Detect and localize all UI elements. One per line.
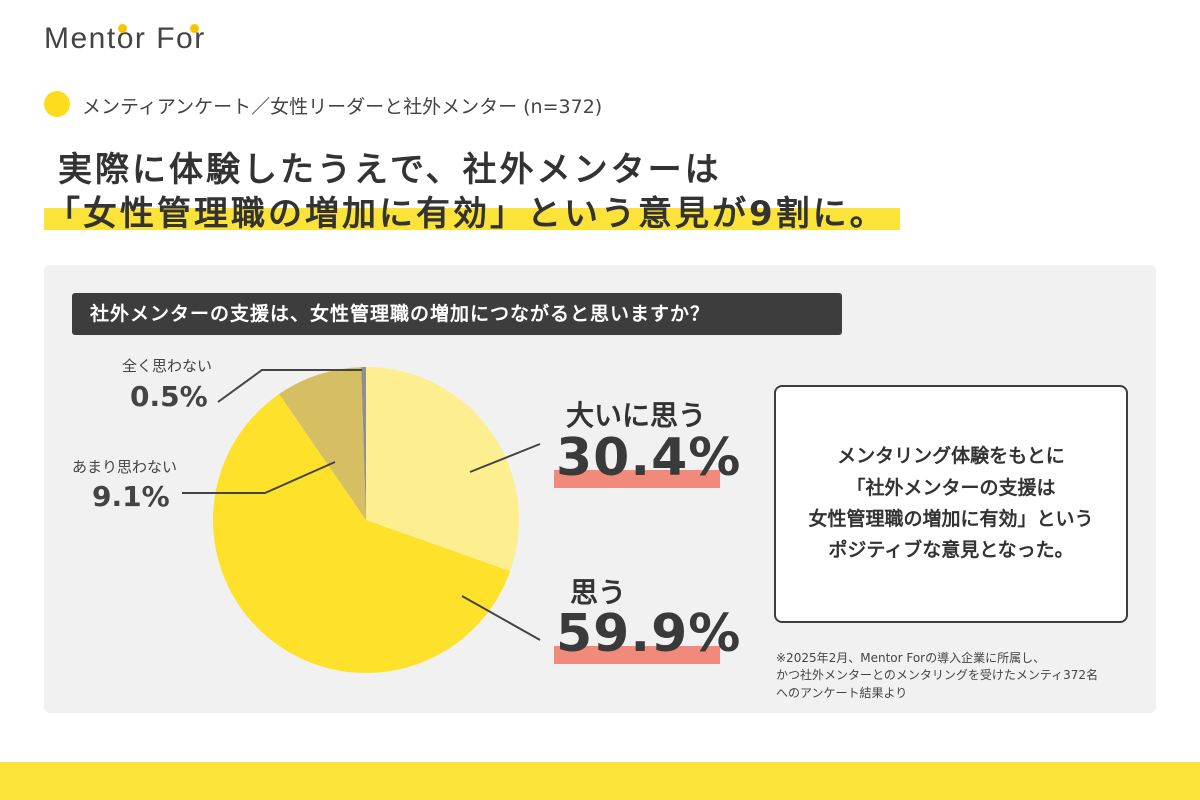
summary-line: メンタリング体験をもとに — [837, 445, 1065, 468]
summary-line: 「社外メンターの支援は — [846, 476, 1056, 499]
footnote-line: へのアンケート結果より — [776, 685, 908, 700]
leader-line-disagree — [182, 461, 336, 494]
leader-line-strongly-agree — [469, 443, 541, 473]
pie-slice-strongly-disagree — [361, 367, 366, 520]
leader-line-strongly-disagree — [217, 369, 362, 403]
slice-value-strongly-disagree: 0.5% — [130, 380, 208, 413]
question-banner: 社外メンターの支援は、女性管理職の増加につながると思いますか？ — [72, 293, 842, 335]
logo-accent-dot — [118, 24, 127, 33]
logo-accent-dot — [190, 24, 199, 33]
value-highlight — [554, 470, 720, 488]
pie-slice-strongly-agree — [366, 367, 519, 572]
footnote-line: かつ社外メンターとのメンタリングを受けたメンティ372名 — [776, 668, 1099, 683]
summary-line: 女性管理職の増加に有効」という — [808, 508, 1094, 530]
slice-value-agree: 59.9% — [556, 604, 742, 664]
summary-text: メンタリング体験をもとに 「社外メンターの支援は 女性管理職の増加に有効」という… — [808, 441, 1093, 566]
pie-slice-disagree — [279, 367, 366, 520]
bottom-accent-bar — [0, 762, 1200, 800]
value-highlight — [554, 646, 720, 664]
slice-value-disagree: 9.1% — [92, 480, 170, 513]
slice-label-disagree: あまり思わない — [72, 458, 178, 476]
slice-label-strongly-agree: 大いに思う — [566, 399, 707, 432]
slice-label-agree: 思う — [570, 576, 627, 609]
slice-value-strongly-agree: 30.4% — [556, 428, 742, 488]
survey-bullet-icon — [44, 91, 70, 117]
leader-line-agree — [461, 595, 541, 641]
slice-label-strongly-disagree: 全く思わない — [122, 357, 213, 375]
headline-line-1: 実際に体験したうえで、社外メンターは — [58, 150, 722, 190]
survey-label: メンティアンケート／女性リーダーと社外メンター (n=372) — [82, 96, 603, 118]
summary-line: ポジティブな意見となった。 — [828, 539, 1074, 562]
summary-box: メンタリング体験をもとに 「社外メンターの支援は 女性管理職の増加に有効」という… — [774, 385, 1128, 623]
footnote: ※2025年2月、Mentor Forの導入企業に所属し、 かつ社外メンターとの… — [776, 650, 1098, 702]
pie-slice-agree — [213, 394, 511, 674]
headline-line-2: 「女性管理職の増加に有効」という意見が9割に。 — [46, 194, 887, 234]
footnote-line: ※2025年2月、Mentor Forの導入企業に所属し、 — [776, 651, 1046, 665]
